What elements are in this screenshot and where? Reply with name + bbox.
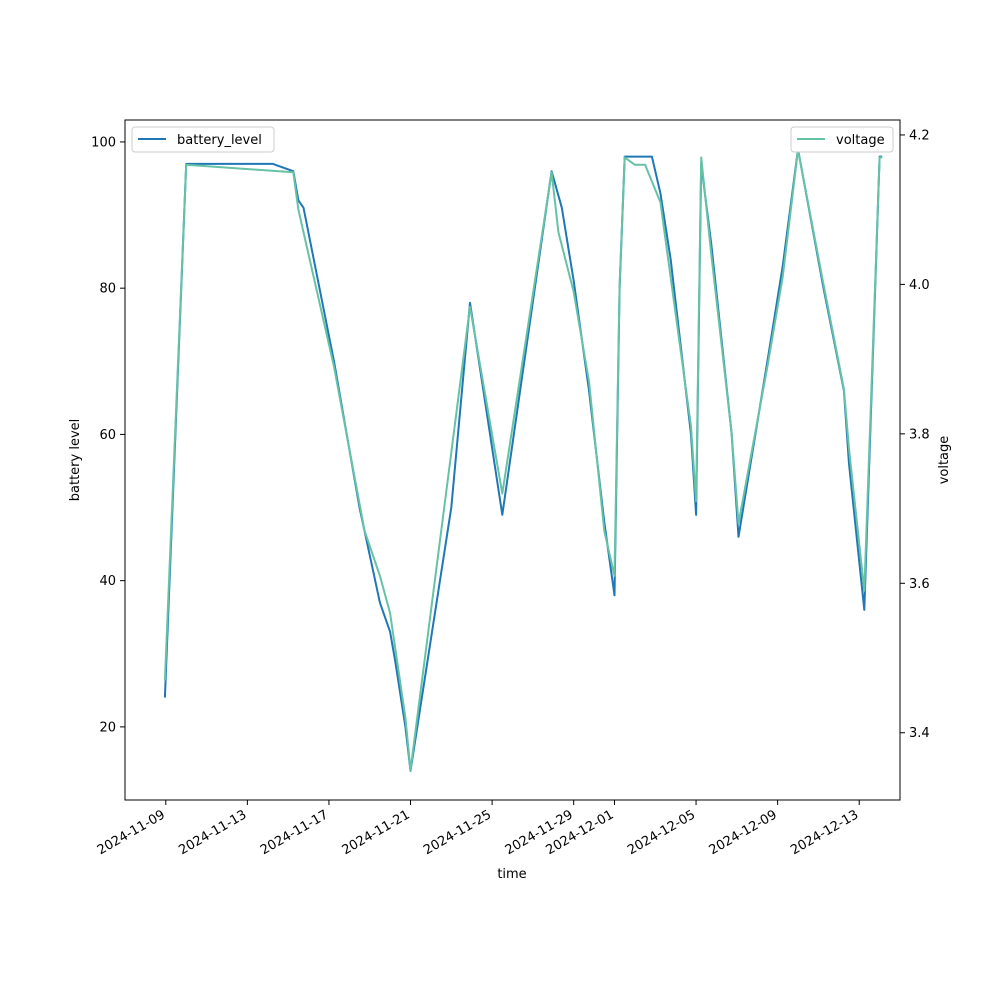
y-right-tick-label: 4.0 bbox=[909, 278, 930, 293]
y-axis-left: 20 40 60 80 100 bbox=[91, 135, 125, 735]
legend-right: voltage bbox=[790, 126, 894, 153]
legend-left: battery_level bbox=[131, 126, 275, 153]
y-left-tick-label: 20 bbox=[99, 720, 116, 735]
y-right-tick-label: 3.8 bbox=[909, 427, 930, 442]
y-axis-left-label: battery level bbox=[68, 419, 83, 502]
y-axis-right-label: voltage bbox=[937, 436, 952, 485]
y-axis-right: 3.4 3.6 3.8 4.0 4.2 bbox=[900, 128, 930, 741]
y-right-tick-label: 3.6 bbox=[909, 577, 930, 592]
x-axis-label: time bbox=[497, 867, 526, 882]
y-right-tick-label: 3.4 bbox=[909, 726, 930, 741]
y-left-tick-label: 40 bbox=[99, 574, 116, 589]
legend-left-frame bbox=[131, 126, 275, 153]
plot-frame bbox=[124, 119, 901, 801]
legend-label-voltage: voltage bbox=[836, 133, 885, 148]
series-layer bbox=[163, 148, 883, 772]
legend-label-battery-level: battery_level bbox=[177, 133, 262, 148]
y-left-tick-label: 80 bbox=[99, 282, 116, 297]
legend-right-frame bbox=[790, 126, 894, 153]
y-left-tick-label: 60 bbox=[99, 428, 116, 443]
series-line-voltage bbox=[163, 148, 883, 772]
y-left-tick-label: 100 bbox=[91, 135, 116, 150]
y-right-tick-label: 4.2 bbox=[909, 128, 930, 143]
